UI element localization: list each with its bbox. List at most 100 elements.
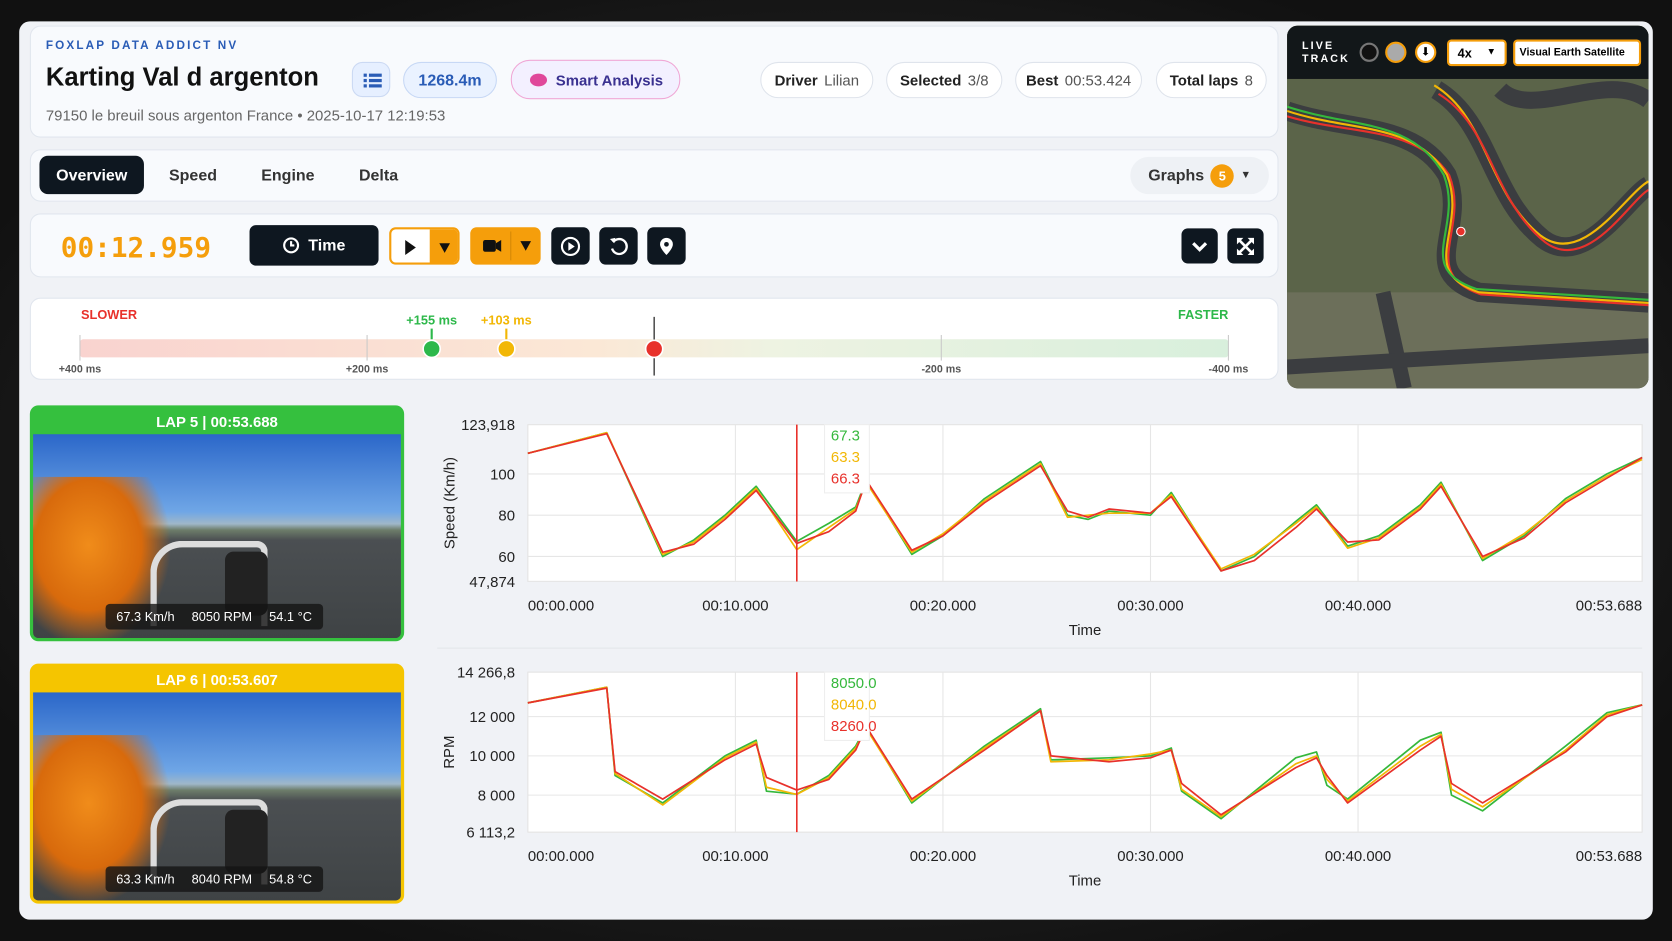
style-gray[interactable] [1385,41,1407,63]
graphs-dropdown[interactable]: Graphs 5 ▼ [1130,156,1269,195]
x-tick-label: 00:00.000 [528,597,594,614]
distance-pill: 1268.4m [403,61,497,99]
camera-icon [483,231,532,261]
cursor-value: 8050.0 [831,675,877,692]
video-hud: 67.3 Km/h 8050 RPM 54.1 °C [105,603,323,630]
video-title: LAP 6 | 00:53.607 [33,666,401,693]
delta-marker [497,339,516,359]
x-tick-label: 00:20.000 [910,848,976,865]
series-line [527,431,1643,572]
location-button[interactable] [647,227,686,265]
delta-tick-label: -200 ms [921,363,961,375]
speed-select[interactable]: 4x ▼ [1447,39,1507,67]
caret: ▼ [1240,169,1252,182]
play-button[interactable] [389,227,460,265]
graphs-label: Graphs [1148,166,1205,185]
cursor-value: 8040.0 [831,696,877,713]
collapse-button[interactable] [1181,228,1218,264]
x-tick-label: 00:40.000 [1325,597,1391,614]
timer: 00:12.959 [60,232,212,265]
live-word: LIVE [1301,40,1335,53]
pin-icon [660,237,673,255]
plot-area [527,424,1643,582]
replay-button[interactable] [551,227,590,265]
x-tick-label: 00:20.000 [910,597,976,614]
stat-value: 3/8 [967,71,989,89]
caret: ▼ [1486,45,1497,57]
stat-label: Selected [899,71,962,89]
tab[interactable]: Delta [358,165,399,185]
x-tick-label: 00:10.000 [702,597,768,614]
cursor-value: 8260.0 [831,718,877,735]
x-tick-label: 00:00.000 [528,848,594,865]
download-button[interactable]: ⬇ [1415,41,1437,63]
hud-temp: 54.8 °C [269,871,312,887]
video-hud: 63.3 Km/h 8040 RPM 54.8 °C [105,866,323,892]
hud-speed: 63.3 Km/h [116,871,175,887]
stat-value: 00:53.424 [1064,71,1132,89]
x-axis-label: Time [1069,622,1102,639]
delta-tick-label: -400 ms [1209,363,1249,375]
y-tick-label: 47,874 [469,574,515,591]
hud-rpm: 8040 RPM [191,871,253,887]
smart-analysis-label: Smart Analysis [555,70,664,89]
x-tick-label: 00:10.000 [702,848,768,865]
style-dark[interactable] [1359,42,1379,62]
stat-label: Total laps [1169,71,1239,89]
expand-icon [1236,237,1255,255]
cursor-value: 63.3 [831,449,860,466]
stat-pill: Total laps 8 [1155,61,1267,99]
live-track-map: LIVE TRACK ⬇ 4x ▼ Visual Earth Satellite [1287,25,1649,389]
chart-divider [437,647,1643,649]
stat-pill: Selected 3/8 [886,61,1003,99]
stat-label: Driver [774,71,818,89]
play-icon [405,229,458,263]
delta-marker-label: +155 ms [406,312,457,327]
video-frame: 67.3 Km/h 8050 RPM 54.1 °C [33,434,401,639]
cursor-tooltip [823,671,870,741]
stat-label: Best [1025,71,1059,89]
tab[interactable]: Engine [261,165,315,185]
chevron-icon [1192,241,1208,252]
layer-select[interactable]: Visual Earth Satellite [1513,39,1642,67]
camera-button[interactable] [470,227,541,265]
reset-icon [609,237,628,255]
video-frame: 63.3 Km/h 8040 RPM 54.8 °C [33,692,401,901]
satellite-view [1287,25,1649,389]
y-tick-label: 12 000 [469,709,515,726]
smart-analysis-button[interactable]: Smart Analysis [510,59,681,100]
stat-pill: Driver Lilian [760,61,874,99]
list-button[interactable] [351,61,391,98]
x-tick-label: 00:30.000 [1117,597,1183,614]
series-line [527,432,1643,572]
cursor-value: 67.3 [831,428,860,445]
fullscreen-button[interactable] [1227,228,1264,264]
delta-marker [422,339,442,359]
kart-wheel [224,809,268,874]
play-circle-icon [560,236,581,256]
x-tick-label: 00:40.000 [1325,848,1391,865]
cursor-tooltip [823,424,870,494]
tab[interactable]: Speed [168,165,217,185]
y-tick-label: 14 266,8 [457,664,515,681]
speed-value: 4x [1457,45,1472,61]
tab[interactable]: Overview [39,155,144,195]
reset-button[interactable] [599,227,638,265]
plot-area [527,671,1643,833]
live-label: LIVE TRACK [1302,41,1350,67]
delta-marker [644,339,664,359]
time-button[interactable]: Time [249,225,379,266]
x-tick-label: 00:53.688 [1576,848,1642,865]
y-axis-label: Speed (Km/h) [441,457,458,549]
subtitle: 79150 le breuil sous argenton France • 2… [45,106,446,124]
series-line [527,686,1643,820]
stat-value: 8 [1244,71,1253,89]
time-label: Time [308,236,346,255]
faster-label: FASTER [1178,307,1228,322]
hud-temp: 54.1 °C [269,609,312,625]
y-tick-label: 8 000 [478,787,515,804]
x-axis-label: Time [1069,873,1102,890]
